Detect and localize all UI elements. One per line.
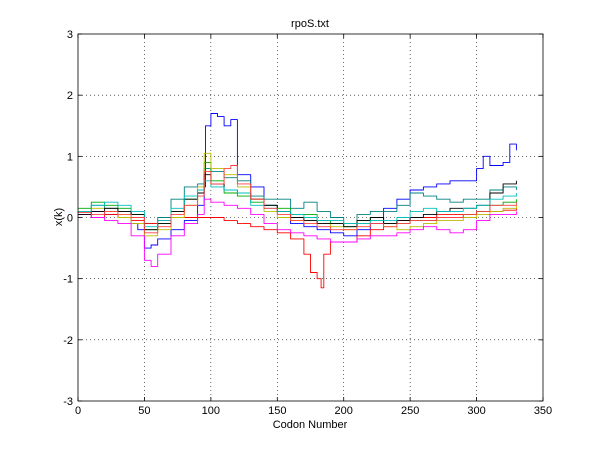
- series-line-3: [78, 208, 517, 289]
- y-tick-label: -3: [63, 396, 73, 408]
- x-tick-label: 150: [268, 405, 286, 417]
- y-axis-label: x(k): [53, 208, 65, 226]
- x-tick-label: 250: [401, 405, 419, 417]
- y-tick-label: 2: [67, 90, 73, 102]
- series-line-6: [78, 198, 517, 267]
- y-tick-label: 3: [67, 29, 73, 41]
- y-tick-label: -1: [63, 274, 73, 286]
- x-tick-label: 100: [202, 405, 220, 417]
- series-line-9: [78, 165, 517, 234]
- x-tick-label: 200: [335, 405, 353, 417]
- series-group: [78, 113, 517, 289]
- y-axis-ticks: -3 -2 -1 0 1 2 3: [63, 29, 543, 408]
- x-tick-label: 50: [138, 405, 150, 417]
- y-tick-label: 0: [67, 213, 73, 225]
- chart-title: rpoS.txt: [291, 18, 329, 30]
- y-tick-label: -2: [63, 335, 73, 347]
- x-tick-label: 350: [534, 405, 552, 417]
- x-axis-ticks: 0 50 100 150 200 250 300 350: [75, 34, 552, 417]
- x-axis-label: Codon Number: [273, 419, 348, 431]
- x-tick-label: 0: [75, 405, 81, 417]
- y-tick-label: 1: [67, 151, 73, 163]
- x-tick-label: 300: [467, 405, 485, 417]
